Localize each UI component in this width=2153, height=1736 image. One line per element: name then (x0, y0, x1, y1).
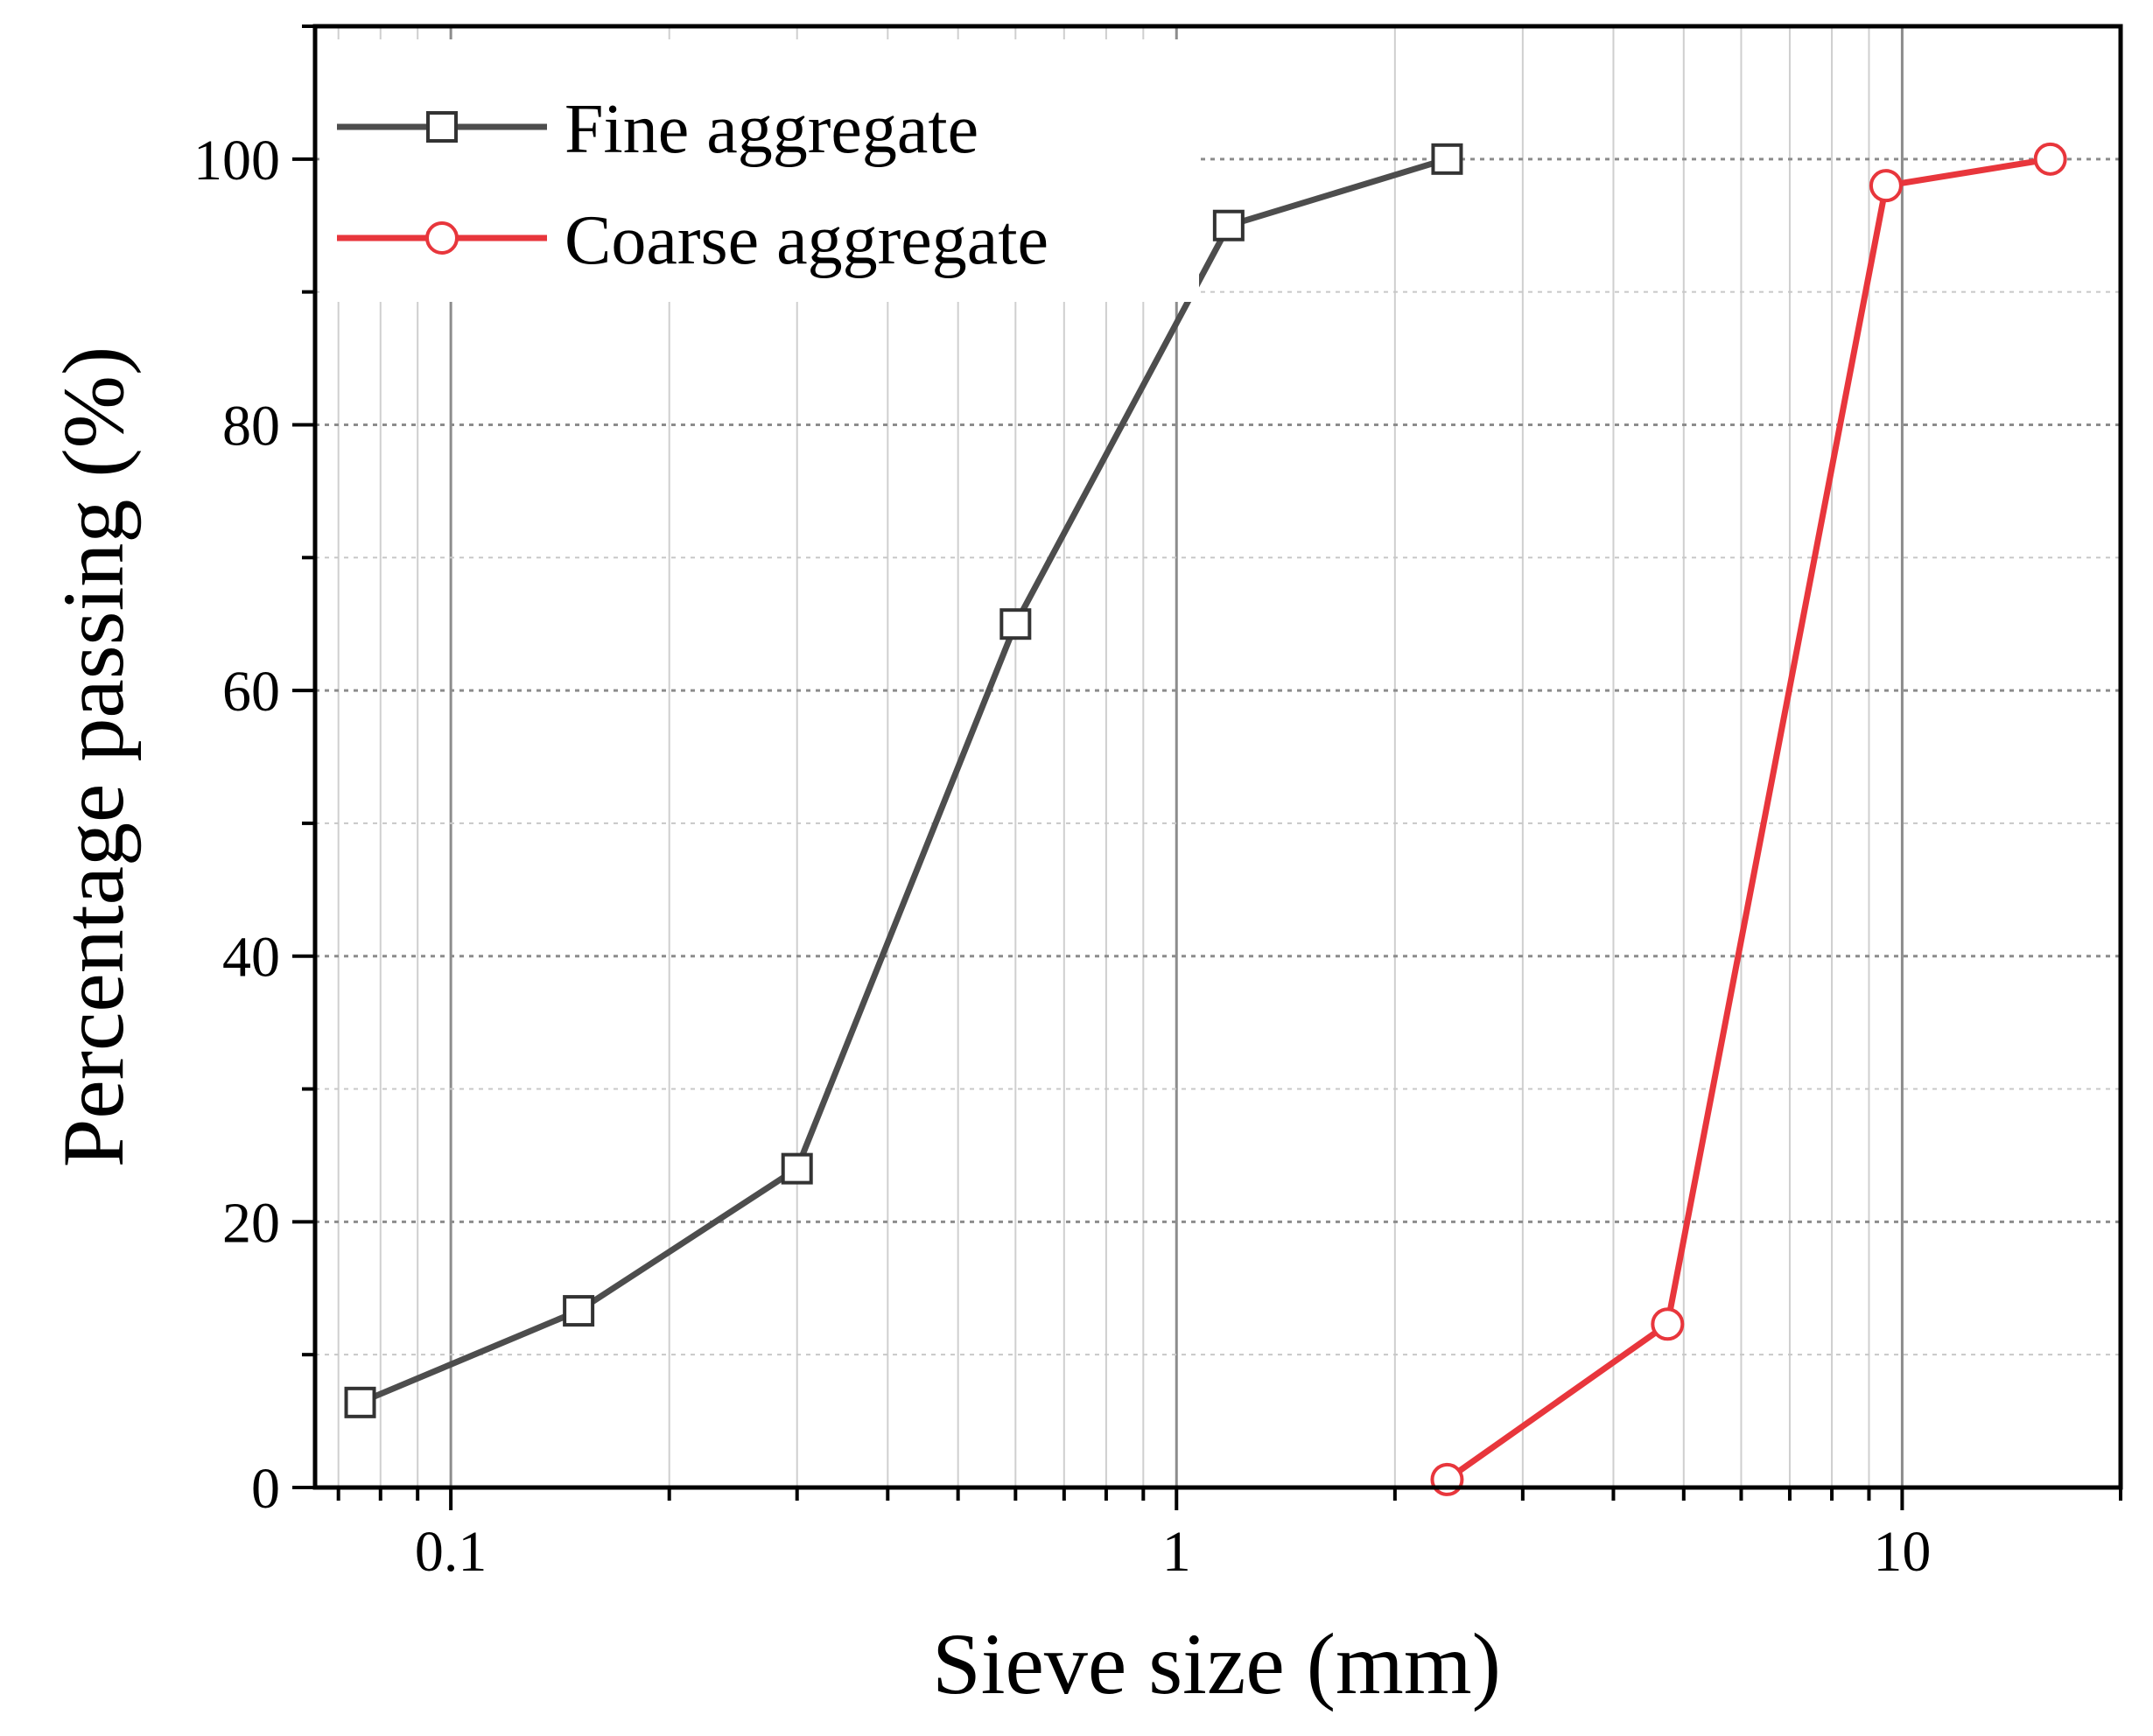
legend-label-coarse: Coarse aggregate (565, 202, 1048, 279)
series-line-0 (359, 156, 1448, 1406)
data-point (2033, 142, 2067, 176)
y-tick-label: 0 (251, 1457, 280, 1521)
legend-label-fine: Fine aggregate (565, 91, 978, 168)
data-point (344, 1386, 376, 1418)
x-tick-label: 0.1 (415, 1520, 487, 1584)
data-point (1212, 209, 1245, 242)
y-tick-label: 60 (222, 660, 280, 724)
data-point (563, 1295, 595, 1327)
plot-frame (312, 24, 2123, 1490)
y-tick-label: 20 (222, 1191, 280, 1255)
legend-marker-coarse (425, 221, 459, 255)
data-point (1431, 143, 1463, 175)
data-point (999, 608, 1032, 640)
y-tick-label: 100 (193, 129, 280, 192)
y-axis-title: Percentage passing (%) (45, 346, 142, 1168)
legend-marker-fine (426, 111, 458, 143)
y-tick-label: 40 (222, 926, 280, 990)
x-axis-title: Sieve size (mm) (932, 1615, 1501, 1712)
legend-background (324, 39, 1199, 302)
data-point (781, 1152, 813, 1185)
data-point (1430, 1462, 1464, 1496)
series-line-1 (1445, 156, 2051, 1482)
data-point (1651, 1307, 1685, 1341)
legend: Fine aggregate Coarse aggregate (324, 39, 1199, 302)
x-tick-label: 10 (1873, 1520, 1931, 1584)
data-point (1869, 169, 1903, 203)
y-tick-label: 80 (222, 394, 280, 458)
plot-series (344, 142, 2067, 1496)
x-tick-label: 1 (1162, 1520, 1191, 1584)
axes: 0 20 40 60 80 100 0.1 1 10 (193, 24, 2122, 1584)
